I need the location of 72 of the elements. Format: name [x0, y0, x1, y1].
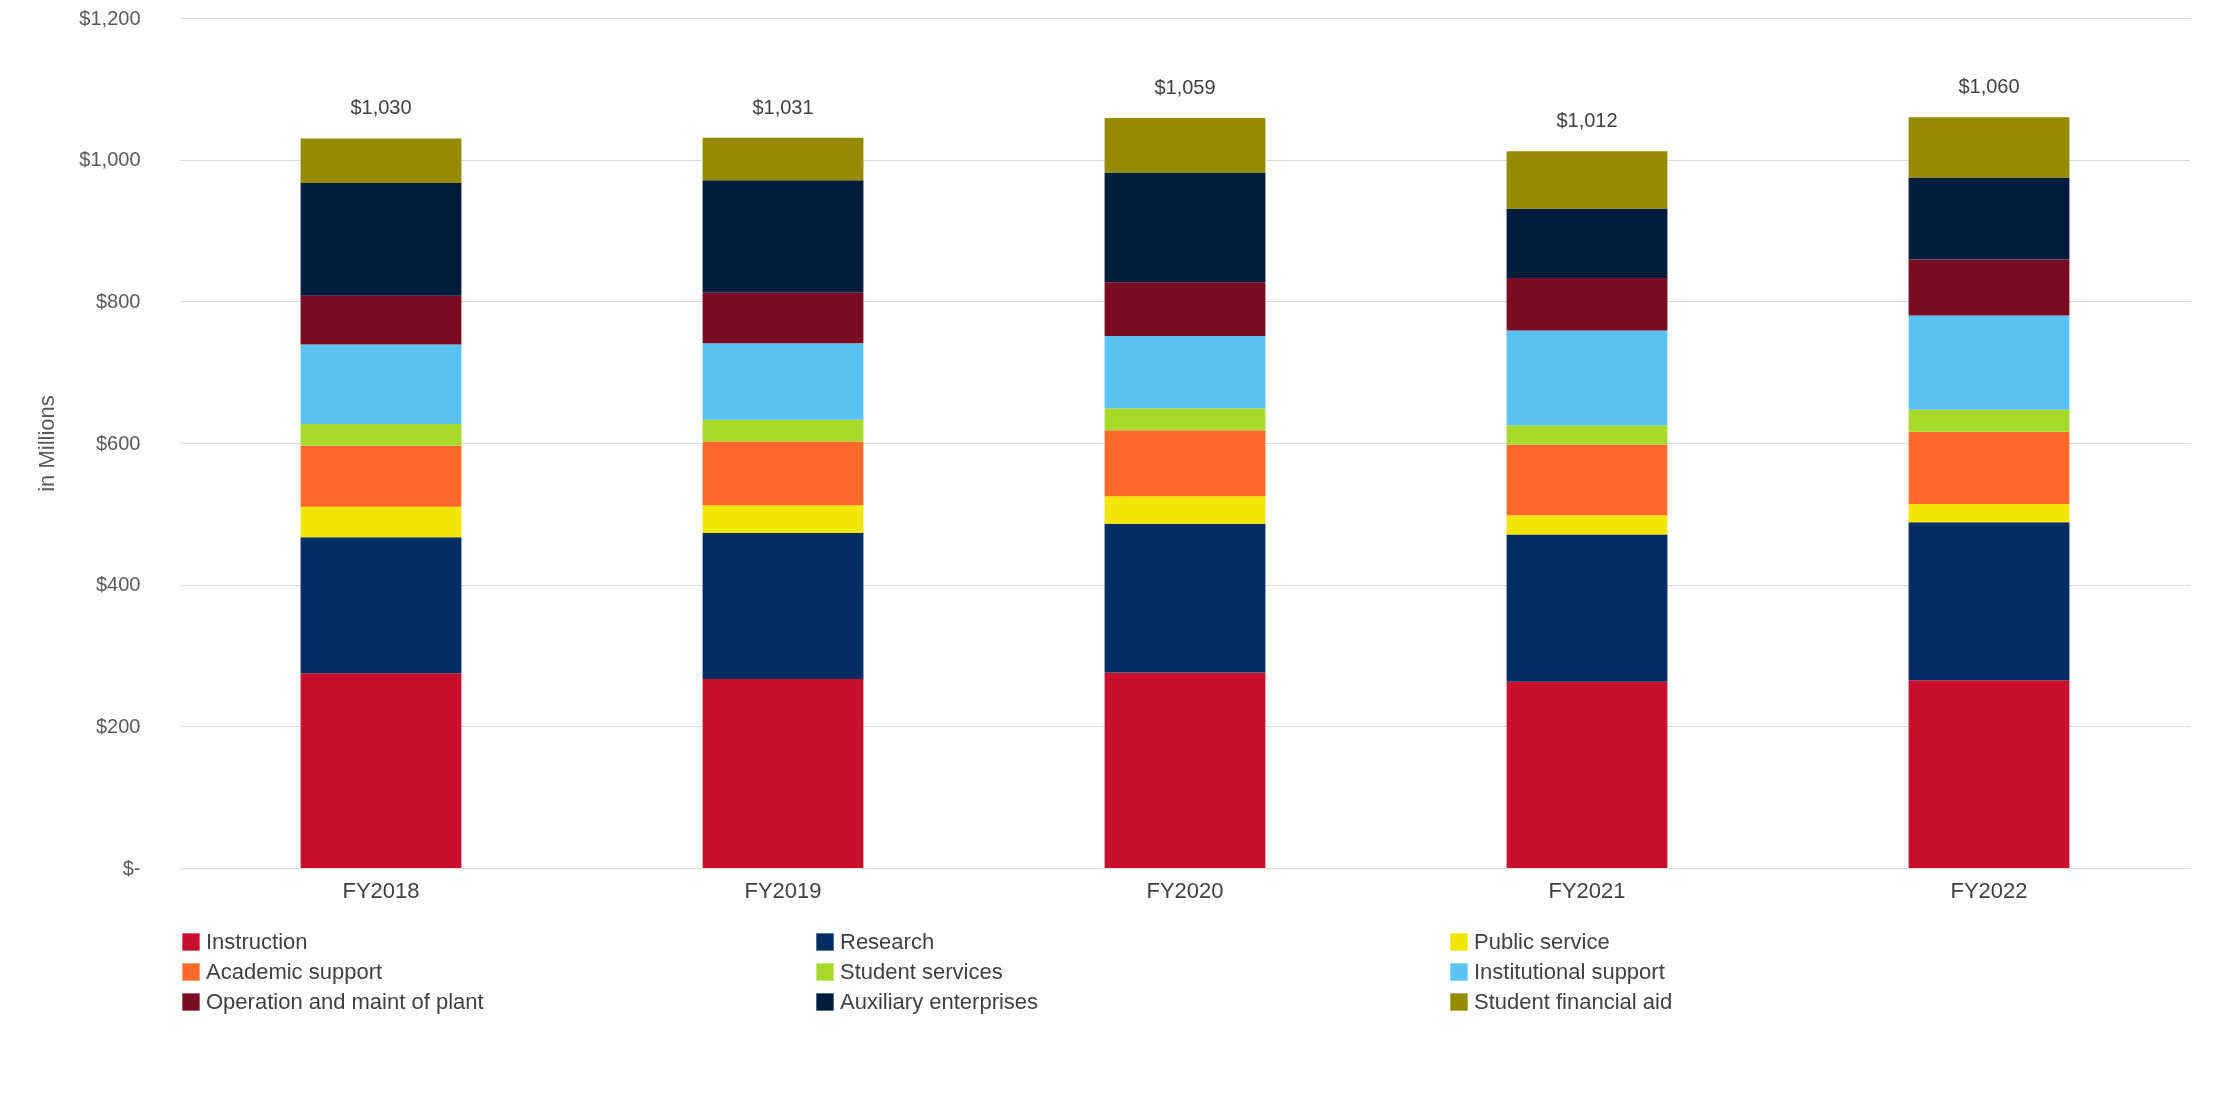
bar: [1908, 522, 2070, 681]
legend-label: Student financial aid: [1474, 989, 1673, 1014]
bar: [300, 183, 462, 296]
total-label: $1,030: [350, 96, 412, 119]
bar: [1908, 315, 2070, 410]
bar: [1908, 503, 2070, 523]
bar: [1104, 430, 1266, 497]
bar: [702, 419, 864, 442]
x-tick-label: FY2019: [744, 877, 822, 903]
bar: [1908, 177, 2070, 260]
bar: [300, 344, 462, 424]
y-tick-label: $400: [96, 573, 141, 596]
y-tick-label: $600: [96, 431, 141, 454]
bar: [702, 292, 864, 344]
bar: [1908, 409, 2070, 432]
bar: [702, 532, 864, 679]
legend-label: Public service: [1474, 929, 1610, 954]
bar: [1104, 282, 1266, 337]
legend-label: Auxiliary enterprises: [840, 989, 1039, 1014]
bar: [1506, 151, 1668, 209]
x-tick-label: FY2020: [1146, 877, 1224, 903]
y-tick-label: $1,000: [79, 148, 141, 171]
total-label: $1,059: [1154, 75, 1216, 98]
bar: [1506, 534, 1668, 682]
y-axis-title: in Millions: [34, 395, 60, 492]
legend-label: Research: [840, 929, 935, 954]
bar: [1506, 208, 1668, 278]
bar: [300, 295, 462, 345]
bar: [702, 441, 864, 506]
total-label: $1,012: [1556, 109, 1618, 132]
bar: [300, 445, 462, 507]
total-label: $1,031: [752, 95, 814, 118]
legend-label: Operation and maint of plant: [206, 989, 484, 1014]
legend-label: Institutional support: [1474, 959, 1665, 984]
bar: [300, 537, 462, 674]
bar: [1506, 425, 1668, 445]
bar: [300, 506, 462, 538]
bar: [1908, 117, 2070, 178]
bar: [1104, 496, 1266, 524]
bar: [1506, 681, 1668, 868]
bar: [300, 423, 462, 446]
y-tick-label: $800: [96, 289, 141, 312]
bar: [1104, 523, 1266, 673]
legend-label: Instruction: [206, 929, 308, 954]
y-tick-label: $200: [96, 714, 141, 737]
x-tick-label: FY2022: [1950, 877, 2028, 903]
x-tick-label: FY2018: [342, 877, 420, 903]
bar: [1104, 336, 1266, 409]
bar: [1104, 672, 1266, 868]
bar: [1506, 444, 1668, 516]
bar: [702, 137, 864, 181]
bar: [702, 678, 864, 868]
bar: [300, 138, 462, 184]
bar: [1908, 431, 2070, 504]
bar: [300, 673, 462, 868]
bar: [1506, 277, 1668, 331]
bar: [702, 343, 864, 420]
bar: [1104, 408, 1266, 431]
bar: [1506, 330, 1668, 426]
bar: [1506, 515, 1668, 535]
bar: [1104, 172, 1266, 283]
y-tick-label: $1,200: [79, 6, 141, 29]
x-tick-label: FY2021: [1548, 877, 1626, 903]
legend-label: Academic support: [206, 959, 383, 984]
total-label: $1,060: [1958, 75, 2020, 98]
legend-label: Student services: [840, 959, 1003, 984]
bar: [702, 505, 864, 533]
bar: [1908, 259, 2070, 316]
bar: [1908, 680, 2070, 868]
y-tick-label: $-: [122, 856, 141, 879]
bar: [1104, 117, 1266, 173]
bar: [702, 180, 864, 293]
